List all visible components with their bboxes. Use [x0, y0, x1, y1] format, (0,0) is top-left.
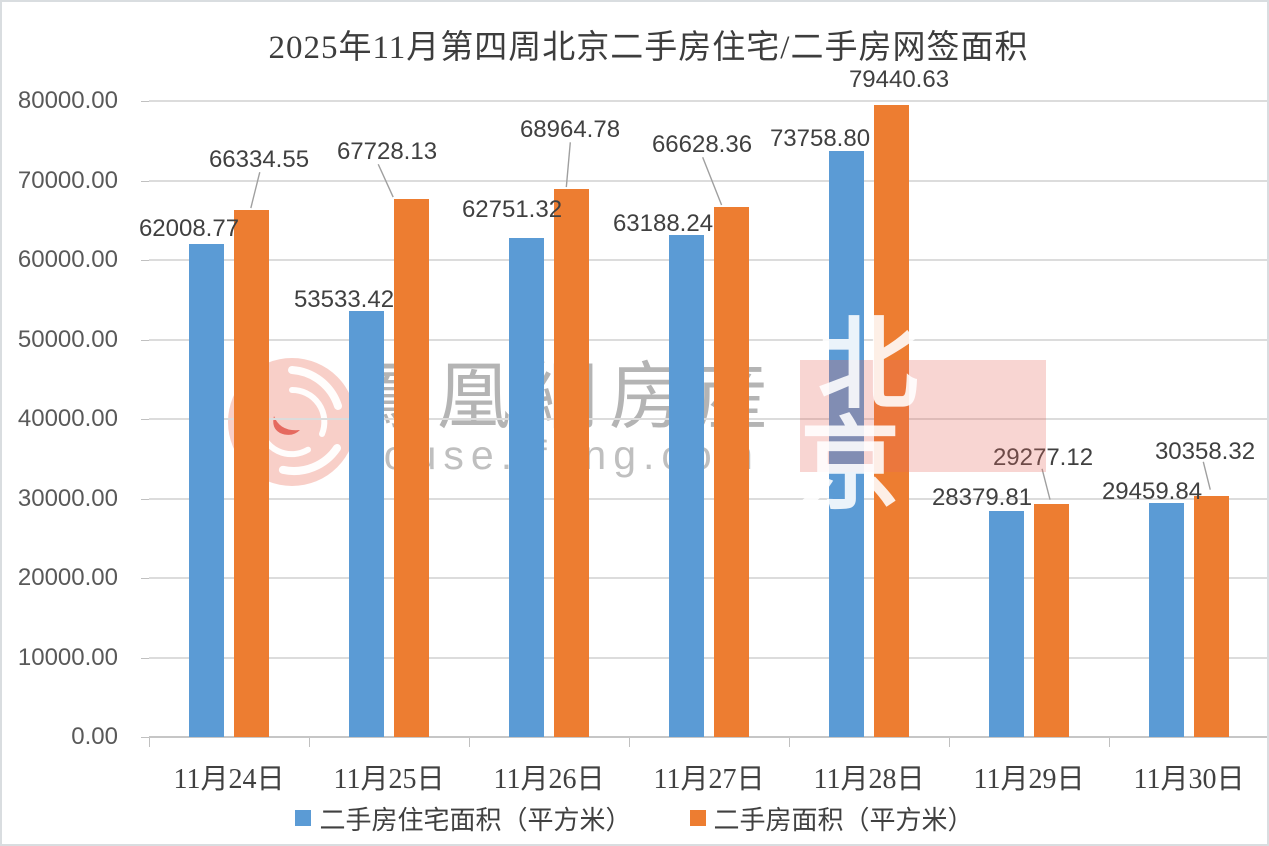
x-tick-mark	[309, 738, 310, 747]
y-axis-tick-label: 30000.00	[17, 484, 118, 512]
data-label-residential-6: 29459.84	[1101, 478, 1203, 505]
gridline	[149, 259, 1267, 261]
x-axis-label-1: 11月25日	[333, 764, 445, 795]
y-axis-tick-label: 20000.00	[17, 564, 118, 591]
bar-residential-6	[1149, 502, 1184, 737]
x-axis-label-4: 11月28日	[813, 764, 925, 795]
data-label-residential-0: 62008.77	[138, 215, 240, 242]
data-label-residential-5: 28379.81	[931, 484, 1033, 511]
y-tick-mark	[141, 419, 149, 420]
y-axis-tick-label: 10000.00	[17, 643, 118, 671]
data-label-total-0: 66334.55	[208, 146, 310, 173]
label-leader-line	[1041, 468, 1051, 500]
x-axis-label-5: 11月29日	[973, 764, 1085, 795]
data-label-residential-2: 62751.32	[461, 196, 563, 223]
data-label-total-6: 30358.32	[1154, 438, 1256, 465]
y-tick-mark	[141, 498, 149, 500]
y-tick-mark	[141, 339, 149, 341]
legend-label-total: 二手房面积（平方米）	[713, 805, 974, 835]
legend-item-residential: 二手房住宅面积（平方米）	[295, 800, 632, 837]
label-leader-line	[377, 163, 394, 198]
data-label-residential-3: 63188.24	[612, 210, 714, 237]
bar-residential-3	[669, 234, 704, 737]
x-tick-mark	[949, 738, 950, 747]
legend-label-residential: 二手房住宅面积（平方米）	[319, 805, 632, 835]
label-leader-line	[565, 142, 571, 188]
y-axis-tick-label: 70000.00	[17, 166, 118, 194]
bar-residential-0	[189, 244, 224, 737]
x-tick-mark	[1109, 738, 1110, 747]
data-label-total-3: 66628.36	[651, 131, 753, 158]
chart-title: 2025年11月第四周北京二手房住宅/二手房网签面积	[268, 30, 1029, 66]
label-leader-line	[250, 172, 261, 209]
y-axis-tick-label: 0.00	[71, 723, 118, 750]
bar-residential-2	[509, 238, 544, 737]
y-axis-tick-label: 80000.00	[17, 87, 118, 114]
bar-total-3	[714, 207, 749, 737]
y-tick-mark	[141, 578, 149, 579]
y-axis-tick-label: 40000.00	[17, 405, 118, 432]
x-axis-label-2: 11月26日	[493, 764, 605, 795]
y-tick-mark	[141, 657, 149, 659]
y-tick-mark	[141, 180, 149, 182]
label-leader-line	[1202, 461, 1211, 490]
gridline	[149, 418, 1267, 420]
gridline	[149, 656, 1267, 659]
x-axis-label-3: 11月27日	[653, 764, 765, 795]
data-label-total-1: 67728.13	[336, 138, 438, 165]
data-label-residential-1: 53533.42	[293, 286, 395, 313]
y-tick-mark	[141, 101, 149, 102]
gridline	[149, 179, 1267, 182]
legend-swatch-total-icon	[689, 810, 706, 826]
data-label-total-2: 68964.78	[519, 116, 621, 143]
gridline	[149, 577, 1267, 579]
x-tick-mark	[149, 738, 150, 747]
x-tick-mark	[629, 738, 630, 747]
x-axis-line	[149, 736, 1267, 738]
chart-legend: 二手房住宅面积（平方米） 二手房面积（平方米）	[2, 801, 1267, 835]
bar-residential-1	[349, 311, 384, 737]
bar-total-2	[554, 188, 589, 737]
y-axis-tick-label: 60000.00	[17, 246, 118, 273]
data-label-total-5: 29277.12	[992, 444, 1094, 471]
data-label-residential-4: 73758.80	[769, 125, 871, 152]
bar-total-6	[1194, 495, 1229, 737]
bar-total-1	[394, 198, 429, 737]
gridline	[149, 338, 1267, 341]
label-leader-line	[702, 157, 723, 206]
x-tick-mark	[469, 738, 470, 747]
bar-residential-4	[829, 150, 864, 737]
watermark-city-badge: 北京	[800, 316, 1046, 516]
bar-residential-5	[989, 511, 1024, 737]
legend-item-total: 二手房面积（平方米）	[689, 800, 974, 837]
bar-total-5	[1034, 504, 1069, 737]
y-axis-tick-label: 50000.00	[17, 325, 118, 353]
y-tick-mark	[141, 260, 149, 261]
bar-total-0	[234, 209, 269, 737]
x-tick-mark	[789, 738, 790, 747]
y-tick-mark	[141, 737, 149, 738]
gridline	[149, 497, 1267, 500]
x-axis-label-6: 11月30日	[1133, 764, 1245, 795]
x-axis-label-0: 11月24日	[173, 764, 285, 795]
data-label-total-4: 79440.63	[848, 66, 950, 93]
gridline	[149, 100, 1267, 102]
legend-swatch-residential-icon	[295, 810, 312, 826]
bar-total-4	[874, 105, 909, 737]
